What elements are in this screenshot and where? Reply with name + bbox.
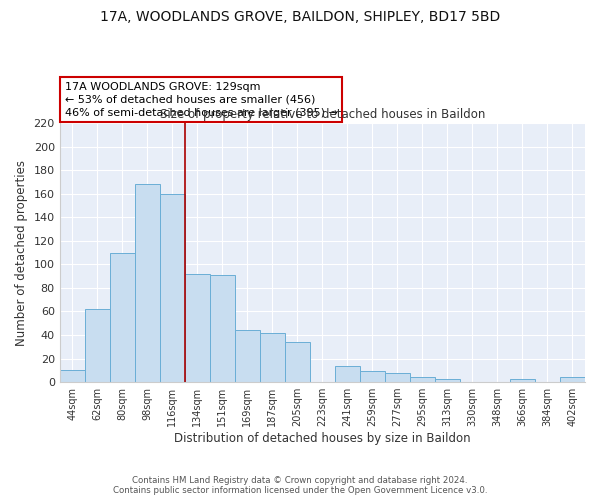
Bar (85, 309, 110, 382)
Text: Contains HM Land Registry data © Crown copyright and database right 2024.
Contai: Contains HM Land Registry data © Crown c… (113, 476, 487, 495)
Bar (59, 370, 85, 382)
Bar (435, 378, 460, 382)
Bar (235, 330, 260, 382)
Bar (410, 378, 435, 382)
Bar (260, 332, 285, 382)
X-axis label: Distribution of detached houses by size in Baildon: Distribution of detached houses by size … (174, 432, 470, 445)
Bar (160, 194, 185, 382)
Bar (110, 252, 135, 382)
Bar (560, 378, 585, 382)
Y-axis label: Number of detached properties: Number of detached properties (15, 160, 28, 346)
Bar (185, 274, 210, 382)
Bar (285, 342, 310, 382)
Text: 17A WOODLANDS GROVE: 129sqm
← 53% of detached houses are smaller (456)
46% of se: 17A WOODLANDS GROVE: 129sqm ← 53% of det… (65, 82, 338, 118)
Title: Size of property relative to detached houses in Baildon: Size of property relative to detached ho… (160, 108, 485, 120)
Bar (360, 372, 385, 382)
Bar (210, 275, 235, 382)
Bar (135, 184, 160, 382)
Bar (385, 372, 410, 382)
Bar (510, 378, 535, 382)
Bar (335, 366, 360, 382)
Text: 17A, WOODLANDS GROVE, BAILDON, SHIPLEY, BD17 5BD: 17A, WOODLANDS GROVE, BAILDON, SHIPLEY, … (100, 10, 500, 24)
